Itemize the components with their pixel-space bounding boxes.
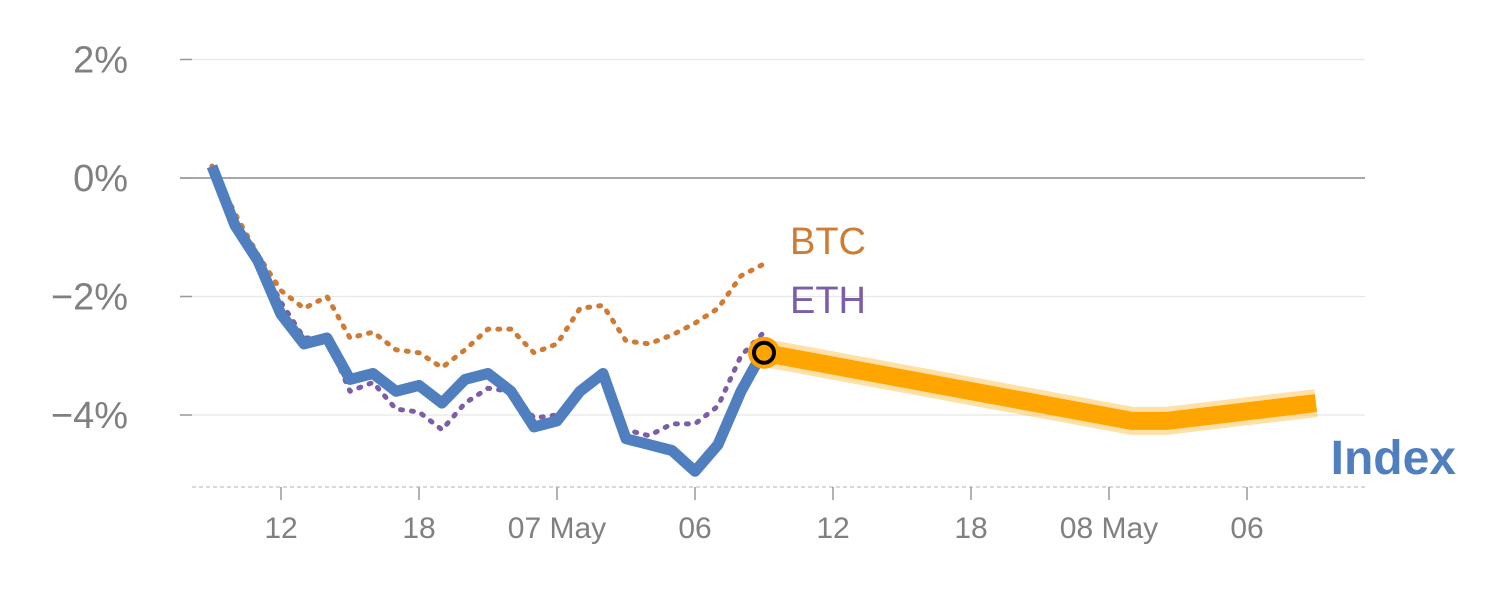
x-tick-label: 18	[954, 512, 987, 545]
x-tick-label: 18	[402, 512, 435, 545]
btc-series-label: BTC	[790, 221, 866, 263]
x-tick-label: 12	[264, 512, 297, 545]
forecast-line	[762, 343, 1318, 430]
grid-layer	[180, 58, 1365, 500]
x-tick-label: 12	[816, 512, 849, 545]
x-tick-label: 06	[1230, 512, 1263, 545]
y-tick-label: −4%	[51, 395, 128, 437]
y-tick-label: 2%	[73, 40, 128, 82]
x-tick-label: 07 May	[508, 512, 606, 545]
index-series-label: Index	[1331, 432, 1457, 485]
btc-line	[209, 163, 767, 371]
index-line	[206, 164, 769, 477]
series-layer	[206, 163, 1318, 477]
marker-layer	[748, 336, 780, 369]
eth-series-label: ETH	[790, 280, 866, 322]
y-tick-label: −2%	[51, 277, 128, 319]
tick-layer: 2% 0% −2% −4% 12 18 07 May 06 12 18 08 May 06	[51, 40, 1264, 546]
x-tick-label: 08 May	[1060, 512, 1158, 545]
current-point-marker	[752, 340, 776, 365]
x-tick-label: 06	[678, 512, 711, 545]
eth-line	[209, 163, 767, 439]
y-tick-label: 0%	[73, 158, 128, 200]
